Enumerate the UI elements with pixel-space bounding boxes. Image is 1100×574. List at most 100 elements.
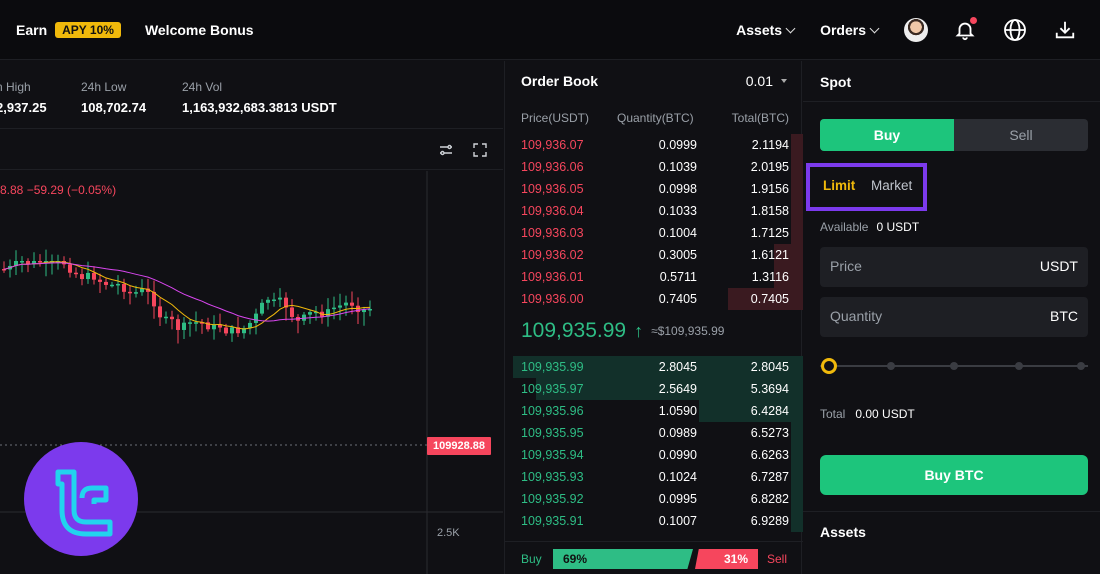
amount-slider[interactable]	[820, 357, 1088, 375]
nav-assets-menu[interactable]: Assets	[736, 22, 796, 38]
available-value: 0 USDT	[876, 220, 920, 234]
candle-body	[74, 272, 78, 275]
candle-body	[200, 322, 204, 324]
quantity-cell: 0.0999	[658, 138, 697, 152]
depth-bar	[791, 444, 803, 466]
candle-body	[326, 309, 330, 317]
slider-knob[interactable]	[821, 358, 837, 374]
ask-row[interactable]: 109,936.02 0.3005 1.6121	[505, 244, 803, 266]
candle-body	[278, 297, 282, 300]
candle-body	[368, 308, 372, 311]
slider-step[interactable]	[1015, 362, 1023, 370]
candle-body	[26, 261, 30, 265]
depth-bar	[791, 200, 803, 222]
ratio-sell-bar: 31%	[695, 549, 758, 569]
col-price: Price(USDT)	[521, 111, 589, 125]
total-cell: 0.7405	[750, 292, 789, 306]
sell-tab[interactable]: Sell	[1009, 127, 1033, 143]
slider-step[interactable]	[950, 362, 958, 370]
candle-body	[224, 327, 228, 334]
buy-tab[interactable]: Buy	[820, 119, 954, 151]
candle-body	[134, 292, 138, 294]
download-icon[interactable]	[1052, 17, 1078, 43]
nav-left: Earn APY 10% Welcome Bonus	[16, 0, 254, 60]
nav-earn-link[interactable]: Earn	[16, 22, 48, 38]
market-stats: n High 2,937.25 24h Low 108,702.74 24h V…	[0, 61, 503, 129]
slider-step[interactable]	[887, 362, 895, 370]
price-cell: 109,936.07	[521, 138, 584, 152]
brand-logo-watermark	[24, 442, 138, 556]
candle-body	[284, 297, 288, 308]
ask-row[interactable]: 109,936.05 0.0998 1.9156	[505, 178, 803, 200]
chart-toolbar	[0, 130, 503, 170]
candle-body	[242, 328, 246, 334]
divider	[803, 101, 1100, 102]
ask-row[interactable]: 109,936.04 0.1033 1.8158	[505, 200, 803, 222]
quantity-cell: 0.3005	[658, 248, 697, 262]
avatar[interactable]	[904, 18, 928, 42]
bid-row[interactable]: 109,935.94 0.0990 6.6263	[505, 444, 803, 466]
apy-badge[interactable]: APY 10%	[55, 22, 121, 38]
ask-row[interactable]: 109,936.01 0.5711 1.3116	[505, 266, 803, 288]
bid-row[interactable]: 109,935.91 0.1007 6.9289	[505, 510, 803, 532]
depth-bar	[791, 422, 803, 444]
quantity-cell: 0.0998	[658, 182, 697, 196]
nav-orders-menu[interactable]: Orders	[820, 22, 880, 38]
nav-assets-label: Assets	[736, 22, 783, 38]
nav-orders-label: Orders	[820, 22, 866, 38]
precision-value: 0.01	[745, 73, 773, 89]
candle-body	[332, 307, 336, 310]
candle-body	[248, 322, 252, 329]
price-cell: 109,935.97	[521, 382, 584, 396]
buy-sell-toggle: Buy Sell	[820, 119, 1088, 151]
candle-body	[290, 307, 294, 317]
current-price-tag: 109928.88	[427, 437, 491, 455]
bid-row[interactable]: 109,935.99 2.8045 2.8045	[505, 356, 803, 378]
globe-icon[interactable]	[1002, 17, 1028, 43]
price-input[interactable]: Price USDT	[820, 247, 1088, 287]
last-price: 109,935.99 ↑ ≈$109,935.99	[521, 319, 724, 343]
bid-row[interactable]: 109,935.93 0.1024 6.7287	[505, 466, 803, 488]
buy-btc-button[interactable]: Buy BTC	[820, 455, 1088, 495]
price-chart[interactable]: 8.88 −59.29 (−0.05%) 109928.88 2.5K	[0, 171, 503, 574]
bid-row[interactable]: 109,935.92 0.0995 6.8282	[505, 488, 803, 510]
bell-icon[interactable]	[952, 17, 978, 43]
ask-row[interactable]: 109,936.07 0.0999 2.1194	[505, 134, 803, 156]
slider-step[interactable]	[1077, 362, 1085, 370]
candle-body	[176, 319, 180, 330]
spot-title: Spot	[820, 74, 852, 90]
total-cell: 5.3694	[750, 382, 789, 396]
candle-body	[2, 269, 6, 271]
precision-select[interactable]: 0.01	[746, 73, 787, 89]
quantity-cell: 0.1039	[658, 160, 697, 174]
quantity-cell: 0.7405	[658, 292, 697, 306]
candle-body	[152, 291, 156, 307]
stat-label: 24h Vol	[182, 80, 223, 94]
quantity-cell: 0.1007	[658, 514, 697, 528]
candle-body	[314, 311, 318, 314]
price-cell: 109,936.01	[521, 270, 584, 284]
quantity-cell: 0.5711	[659, 270, 697, 284]
bid-row[interactable]: 109,935.97 2.5649 5.3694	[505, 378, 803, 400]
quantity-cell: 0.1033	[658, 204, 697, 218]
candle-body	[14, 261, 18, 266]
candle-body	[128, 291, 132, 294]
depth-bar	[774, 244, 803, 266]
caret-down-icon	[781, 79, 787, 83]
candle-body	[182, 322, 186, 330]
chart-settings-icon[interactable]	[438, 142, 454, 158]
candlestick-chart[interactable]	[0, 171, 503, 574]
ask-row[interactable]: 109,936.03 0.1004 1.7125	[505, 222, 803, 244]
fullscreen-icon[interactable]	[472, 142, 488, 158]
nav-welcome-bonus-link[interactable]: Welcome Bonus	[144, 22, 254, 38]
tab-market[interactable]: Market	[871, 178, 913, 193]
ask-row[interactable]: 109,936.06 0.1039 2.0195	[505, 156, 803, 178]
bid-row[interactable]: 109,935.95 0.0989 6.5273	[505, 422, 803, 444]
divider	[803, 511, 1100, 512]
total-cell: 6.8282	[750, 492, 789, 506]
ask-row[interactable]: 109,936.00 0.7405 0.7405	[505, 288, 803, 310]
price-cell: 109,935.93	[521, 470, 584, 484]
bid-row[interactable]: 109,935.96 1.0590 6.4284	[505, 400, 803, 422]
quantity-input[interactable]: Quantity BTC	[820, 297, 1088, 337]
tab-limit[interactable]: Limit	[823, 178, 856, 193]
